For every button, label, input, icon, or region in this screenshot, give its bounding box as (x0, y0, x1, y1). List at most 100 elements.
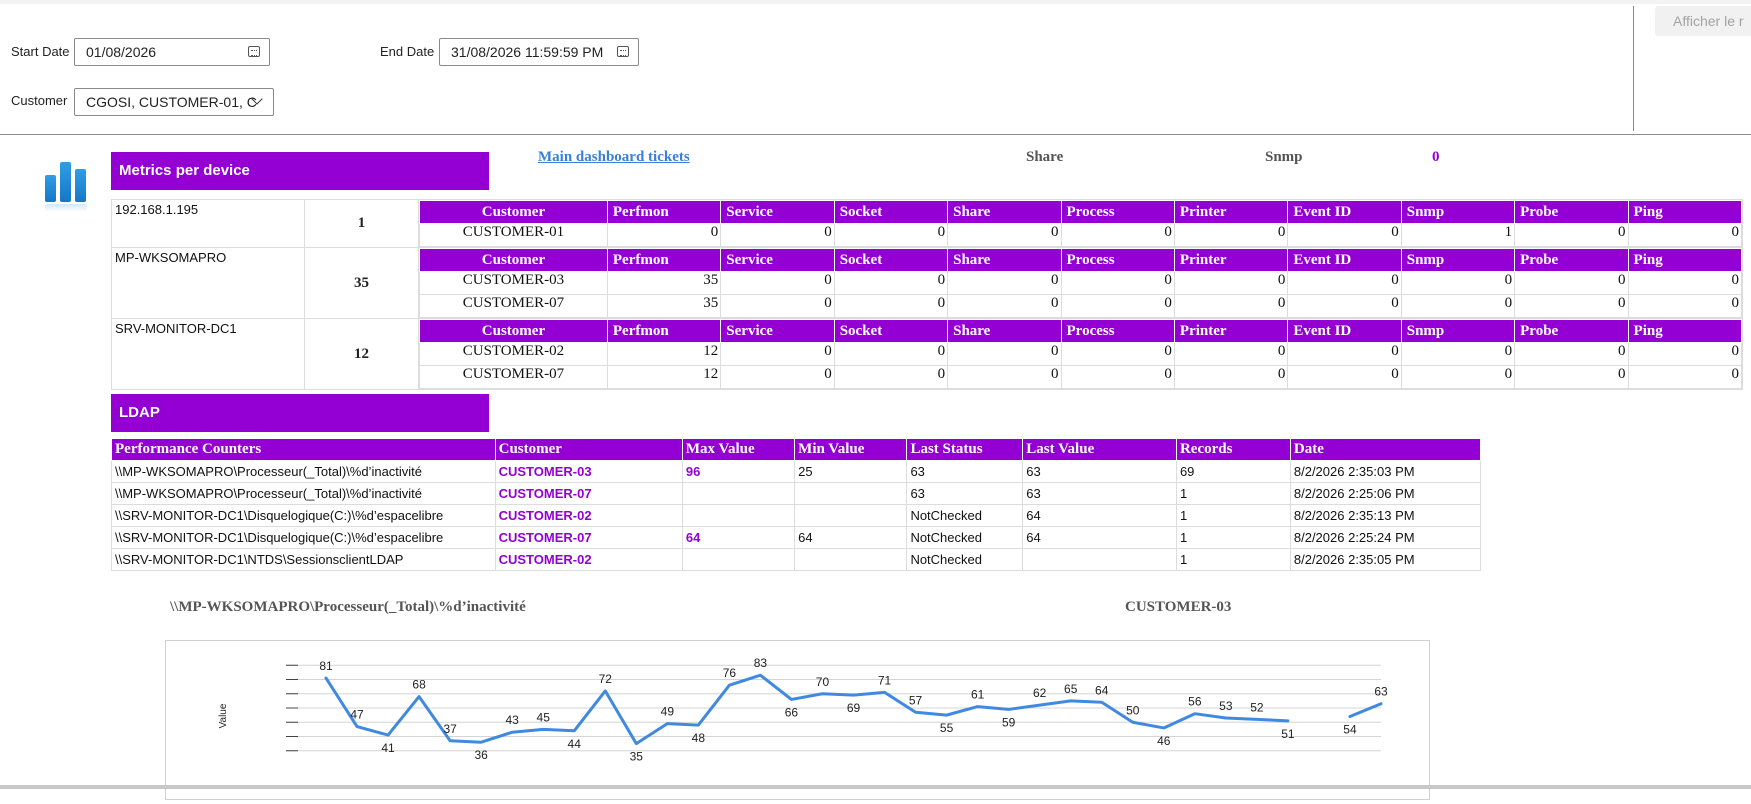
table-cell: 0 (1400, 271, 1516, 295)
table-cell: 0 (720, 294, 835, 318)
start-date-value: 01/08/2026 (86, 44, 157, 60)
table-cell: 0 (720, 342, 835, 366)
table-cell: 0 (1287, 271, 1402, 295)
table-cell: 63 (906, 460, 1024, 483)
table-cell: 0 (1060, 342, 1175, 366)
table-cell: 12 (606, 365, 722, 389)
customer-link[interactable]: CUSTOMER-07 (494, 482, 683, 505)
table-cell: 8/2/2026 2:35:03 PM (1289, 460, 1482, 483)
customer-select-value: CGOSI, CUSTOMER-01, C (86, 94, 257, 110)
customer-link[interactable]: CUSTOMER-02 (494, 548, 683, 571)
table-cell: 63 (1022, 460, 1177, 483)
table-cell: 0 (833, 342, 949, 366)
device-row: SRV-MONITOR-DC1 12 Customer Perfmon Service S… (111, 318, 1743, 390)
column-header: Probe (1514, 319, 1629, 343)
customer-link[interactable]: CUSTOMER-07 (494, 526, 683, 549)
table-cell: 0 (947, 365, 1062, 389)
table-row: \\MP-WKSOMAPRO\Processeur(_Total)\%d’ina… (111, 460, 1482, 483)
table-cell: 0 (1627, 271, 1743, 295)
chart-customer-title: CUSTOMER-03 (1125, 599, 1232, 615)
table-cell: 0 (1627, 342, 1743, 366)
data-label: 49 (661, 705, 675, 719)
table-cell: 0 (1287, 365, 1402, 389)
table-cell: 0 (1627, 365, 1743, 389)
table-cell: 63 (906, 482, 1024, 505)
data-label: 55 (940, 721, 954, 735)
data-label: 52 (1250, 700, 1264, 714)
column-header: Last Status (906, 438, 1024, 461)
end-date-field[interactable]: 31/08/2026 11:59:59 PM (439, 38, 639, 66)
data-label: 83 (754, 656, 768, 670)
horizontal-scrollbar[interactable] (0, 785, 1751, 789)
table-cell: 0 (1627, 223, 1743, 247)
table-cell: 63 (1022, 482, 1177, 505)
data-label: 63 (1374, 685, 1388, 699)
data-label: 36 (474, 748, 488, 762)
series-line (1348, 702, 1383, 719)
table-cell: CUSTOMER-01 (419, 223, 608, 247)
series-line (324, 673, 1290, 746)
show-report-button[interactable]: Afficher le r (1655, 6, 1751, 36)
column-header: Process (1060, 200, 1175, 224)
table-cell: 64 (1022, 526, 1177, 549)
column-header: Customer (419, 200, 608, 224)
table-cell: 0 (947, 294, 1062, 318)
column-header: Process (1060, 248, 1175, 272)
table-cell: 0 (1514, 365, 1629, 389)
device-name: 192.168.1.195 (111, 199, 305, 248)
device-name: SRV-MONITOR-DC1 (111, 318, 305, 390)
column-header: Customer (494, 438, 683, 461)
calendar-icon[interactable] (617, 46, 629, 57)
column-header: Process (1060, 319, 1175, 343)
table-cell: 0 (1514, 223, 1629, 247)
column-header: Performance Counters (111, 438, 496, 461)
table-cell: CUSTOMER-07 (419, 294, 608, 318)
table-cell: 12 (606, 342, 722, 366)
main-dashboard-link[interactable]: Main dashboard tickets (538, 149, 690, 165)
data-label: 62 (1033, 686, 1047, 700)
column-header: Perfmon (606, 319, 722, 343)
table-cell: NotChecked (906, 504, 1024, 527)
data-label: 71 (878, 673, 892, 687)
data-label: 48 (692, 731, 706, 745)
column-header: Ping (1627, 248, 1743, 272)
table-row: \\SRV-MONITOR-DC1\NTDS\SessionsclientLDA… (111, 548, 1482, 571)
table-cell: 8/2/2026 2:35:13 PM (1289, 504, 1482, 527)
table-cell: 1 (1175, 526, 1291, 549)
table-cell: 35 (606, 294, 722, 318)
column-header: Records (1175, 438, 1291, 461)
table-cell: 0 (833, 294, 949, 318)
column-header: Share (947, 248, 1062, 272)
table-cell: NotChecked (906, 526, 1024, 549)
column-header: Probe (1514, 200, 1629, 224)
start-date-field[interactable]: 01/08/2026 (74, 38, 270, 66)
customer-link[interactable]: CUSTOMER-02 (494, 504, 683, 527)
table-cell: 0 (1400, 365, 1516, 389)
table-row: \\SRV-MONITOR-DC1\Disquelogique(C:)\%d’e… (111, 526, 1482, 549)
customer-select[interactable]: CGOSI, CUSTOMER-01, C (74, 88, 274, 116)
table-cell: CUSTOMER-07 (419, 365, 608, 389)
table-cell: 0 (1514, 342, 1629, 366)
table-cell: 0 (833, 223, 949, 247)
end-date-value: 31/08/2026 11:59:59 PM (451, 44, 604, 60)
table-cell: 0 (1287, 223, 1402, 247)
table-cell: 1 (1175, 482, 1291, 505)
table-cell: 64 (1022, 504, 1177, 527)
column-header: Max Value (681, 438, 796, 461)
table-cell: 8/2/2026 2:25:24 PM (1289, 526, 1482, 549)
device-customer-table: Customer Perfmon Service Socket Share Process… (419, 200, 1743, 247)
table-cell: 1 (1175, 548, 1291, 571)
table-cell: 1 (1175, 504, 1291, 527)
table-cell: 0 (1287, 294, 1402, 318)
ldap-table: Performance Counters Customer Max Value Min… (111, 438, 1482, 571)
data-label: 61 (971, 688, 985, 702)
device-count: 12 (304, 318, 419, 390)
snmp-value: 0 (1432, 149, 1440, 165)
calendar-icon[interactable] (248, 46, 260, 57)
table-cell: 0 (947, 342, 1062, 366)
table-cell: 69 (1175, 460, 1291, 483)
table-cell: 0 (1060, 294, 1175, 318)
table-row: CUSTOMER-07 35 0 0 0 0 0 0 0 0 0 (419, 294, 1743, 318)
column-header: Min Value (794, 438, 908, 461)
customer-link[interactable]: CUSTOMER-03 (494, 460, 683, 483)
